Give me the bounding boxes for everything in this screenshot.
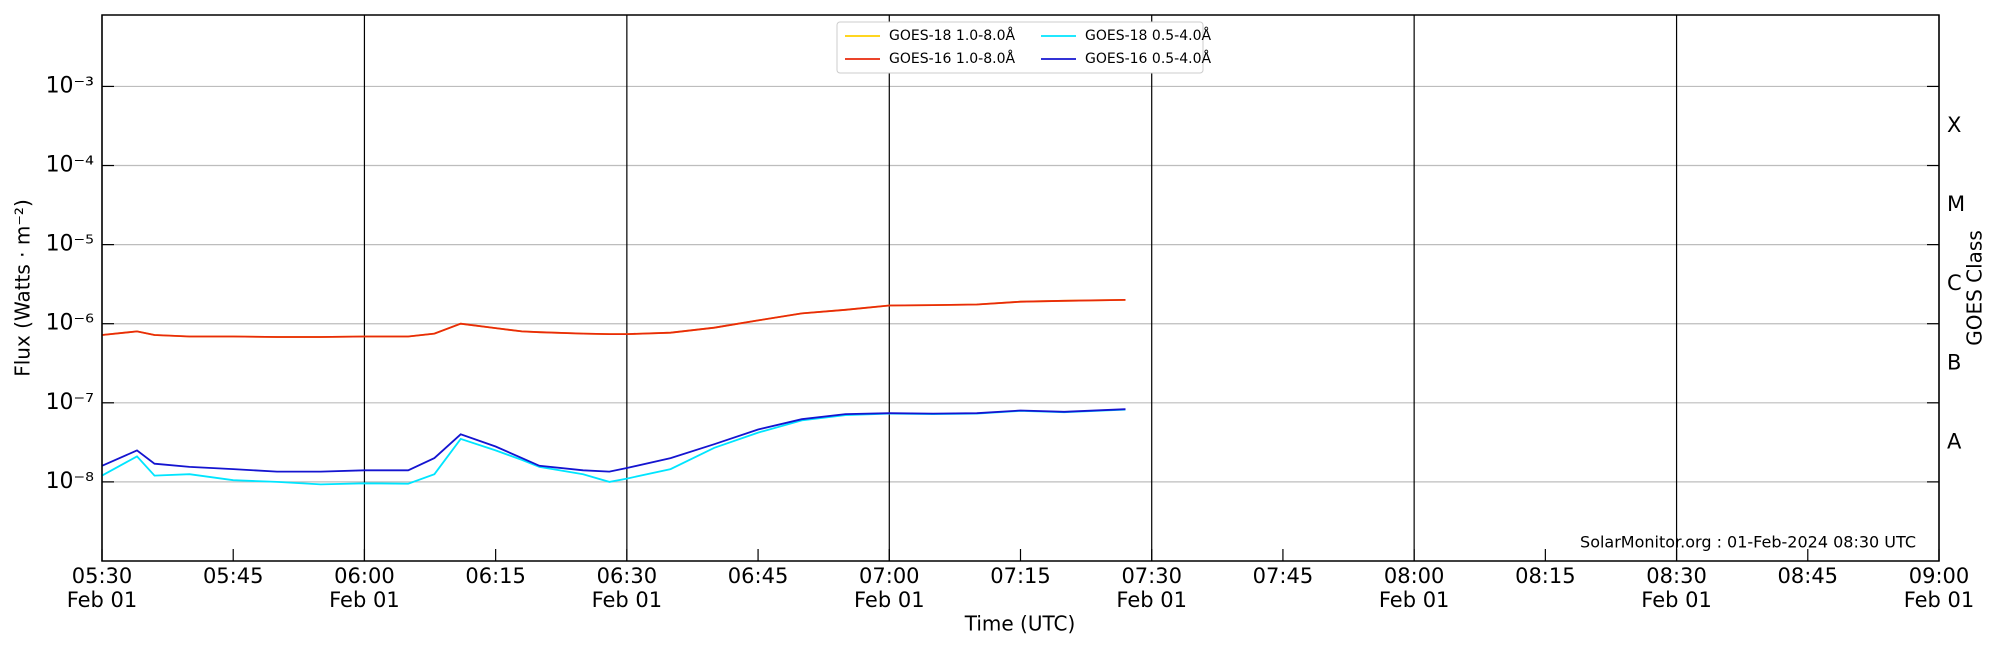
x-tick-label: 07:30 — [1121, 564, 1182, 588]
x-tick-date: Feb 01 — [592, 588, 663, 612]
y-tick-label: 10⁻³ — [46, 73, 94, 98]
series-line — [101, 299, 1126, 338]
y-tick-label: 10⁻⁸ — [46, 469, 95, 494]
y2-tick-label: C — [1947, 271, 1962, 295]
x-tick-label: 09:00 — [1909, 564, 1970, 588]
legend-label: GOES-18 1.0-8.0Å — [889, 27, 1015, 44]
y2-tick-label: M — [1947, 192, 1965, 216]
x-tick-label: 06:30 — [597, 564, 658, 588]
x-tick-date: Feb 01 — [1641, 588, 1712, 612]
series-line — [101, 408, 1126, 473]
legend-label: GOES-16 1.0-8.0Å — [889, 50, 1015, 67]
y-tick-label: 10⁻⁶ — [46, 311, 95, 336]
legend-label: GOES-16 0.5-4.0Å — [1085, 50, 1211, 67]
x-tick-label: 06:15 — [465, 564, 526, 588]
y2-tick-label: A — [1947, 429, 1962, 453]
y2-tick-label: X — [1947, 113, 1961, 137]
y-tick-label: 10⁻⁴ — [46, 153, 95, 178]
x-tick-label: 06:00 — [334, 564, 395, 588]
x-tick-label: 08:15 — [1515, 564, 1576, 588]
x-tick-label: 05:30 — [72, 564, 133, 588]
x-tick-date: Feb 01 — [329, 588, 400, 612]
x-tick-label: 06:45 — [728, 564, 789, 588]
x-tick-date: Feb 01 — [67, 588, 138, 612]
series-line — [101, 408, 1126, 486]
x-tick-date: Feb 01 — [1379, 588, 1450, 612]
x-tick-label: 08:30 — [1646, 564, 1707, 588]
x-tick-date: Feb 01 — [1904, 588, 1975, 612]
x-tick-label: 07:45 — [1253, 564, 1314, 588]
y-tick-label: 10⁻⁵ — [46, 232, 94, 257]
annotation: SolarMonitor.org : 01-Feb-2024 08:30 UTC — [1580, 533, 1916, 552]
y2-tick-label: B — [1947, 350, 1961, 374]
x-axis-label: Time (UTC) — [964, 612, 1076, 636]
legend-label: GOES-18 0.5-4.0Å — [1085, 27, 1211, 44]
x-tick-label: 08:45 — [1778, 564, 1839, 588]
x-tick-label: 07:15 — [990, 564, 1051, 588]
x-tick-date: Feb 01 — [1116, 588, 1187, 612]
plot-frame — [101, 14, 1940, 562]
x-tick-label: 08:00 — [1384, 564, 1445, 588]
y2-axis-label: GOES Class — [1963, 230, 1987, 346]
legend-box — [836, 21, 1204, 74]
x-tick-label: 05:45 — [203, 564, 264, 588]
y-tick-label: 10⁻⁷ — [46, 390, 94, 415]
x-tick-label: 07:00 — [859, 564, 920, 588]
y-axis-label: Flux (Watts · m⁻²) — [11, 199, 35, 377]
x-tick-date: Feb 01 — [854, 588, 925, 612]
